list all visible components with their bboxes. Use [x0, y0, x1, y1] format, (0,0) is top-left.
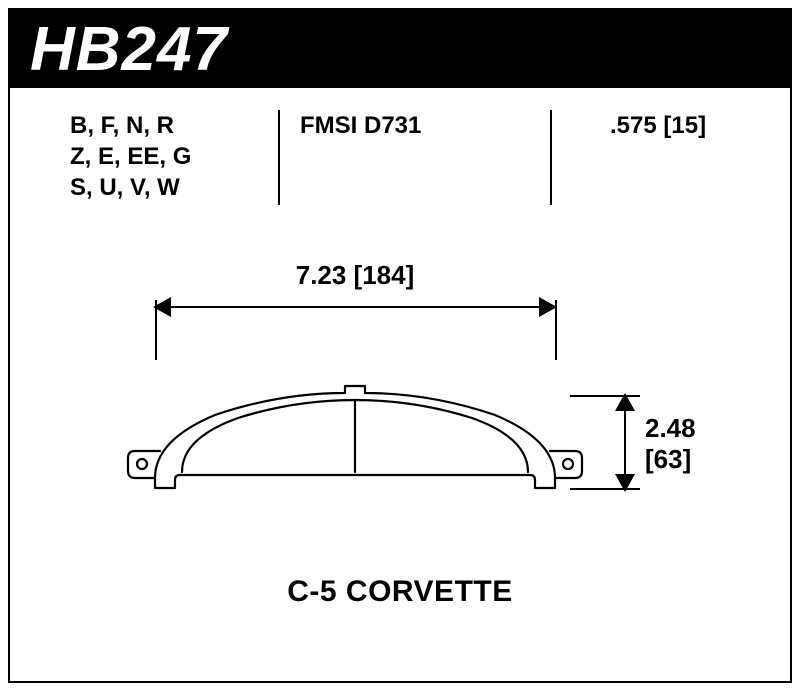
thickness-column: .575 [15] — [610, 110, 770, 141]
width-dim-line — [155, 297, 555, 317]
divider — [278, 110, 280, 205]
fmsi-column: FMSI D731 — [300, 110, 520, 141]
height-label: 2.48 [63] — [645, 413, 696, 475]
height-dim-line — [615, 395, 635, 490]
product-name: C-5 CORVETTE — [10, 575, 790, 609]
compounds-line: B, F, N, R — [70, 110, 260, 141]
header-bar: HB247 — [10, 10, 790, 88]
thickness-value: .575 [15] — [610, 110, 770, 141]
diagram-area: 7.23 [184] 2.48 [63] — [10, 230, 790, 650]
compounds-line: Z, E, EE, G — [70, 141, 260, 172]
extension-line — [155, 300, 157, 360]
spec-row: B, F, N, R Z, E, EE, G S, U, V, W FMSI D… — [10, 110, 790, 220]
brake-pad-drawing — [120, 380, 590, 510]
width-dimension: 7.23 [184] — [155, 260, 555, 317]
divider — [550, 110, 552, 205]
extension-line — [555, 300, 557, 360]
part-number: HB247 — [30, 14, 228, 85]
fmsi-value: FMSI D731 — [300, 110, 520, 141]
compounds-column: B, F, N, R Z, E, EE, G S, U, V, W — [70, 110, 260, 204]
dim-bar — [155, 306, 555, 308]
arrow-down-icon — [615, 474, 635, 492]
width-label: 7.23 [184] — [155, 260, 555, 291]
height-in: 2.48 — [645, 413, 696, 443]
height-mm: 63 — [654, 444, 683, 474]
compounds-line: S, U, V, W — [70, 172, 260, 203]
